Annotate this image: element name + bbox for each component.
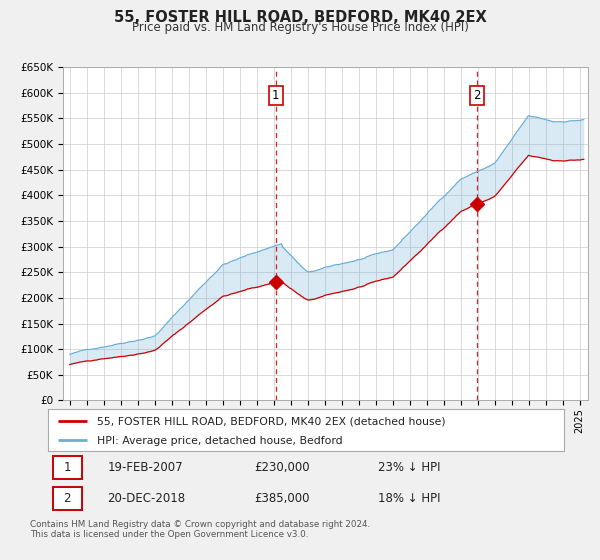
Text: 19-FEB-2007: 19-FEB-2007 (107, 461, 183, 474)
Text: 1: 1 (272, 89, 280, 102)
FancyBboxPatch shape (53, 487, 82, 510)
Text: 2: 2 (64, 492, 71, 505)
Text: £385,000: £385,000 (254, 492, 310, 505)
Text: 55, FOSTER HILL ROAD, BEDFORD, MK40 2EX (detached house): 55, FOSTER HILL ROAD, BEDFORD, MK40 2EX … (97, 417, 446, 426)
Text: 23% ↓ HPI: 23% ↓ HPI (378, 461, 441, 474)
Text: Price paid vs. HM Land Registry's House Price Index (HPI): Price paid vs. HM Land Registry's House … (131, 21, 469, 34)
Text: 18% ↓ HPI: 18% ↓ HPI (378, 492, 441, 505)
Text: 20-DEC-2018: 20-DEC-2018 (107, 492, 185, 505)
Text: 55, FOSTER HILL ROAD, BEDFORD, MK40 2EX: 55, FOSTER HILL ROAD, BEDFORD, MK40 2EX (113, 10, 487, 25)
FancyBboxPatch shape (53, 456, 82, 479)
Text: Contains HM Land Registry data © Crown copyright and database right 2024.
This d: Contains HM Land Registry data © Crown c… (30, 520, 370, 539)
Text: £230,000: £230,000 (254, 461, 310, 474)
Text: 2: 2 (473, 89, 481, 102)
Text: HPI: Average price, detached house, Bedford: HPI: Average price, detached house, Bedf… (97, 436, 343, 446)
Text: 1: 1 (64, 461, 71, 474)
